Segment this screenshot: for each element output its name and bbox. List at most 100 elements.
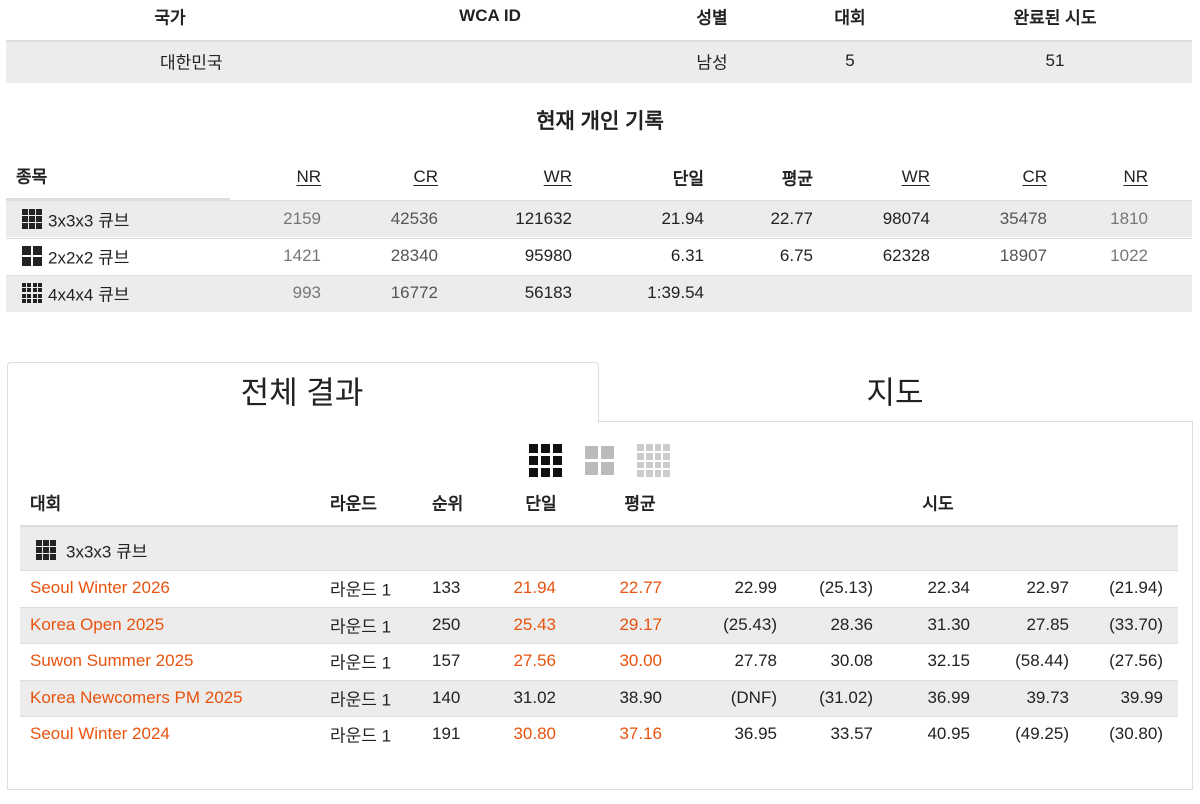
result-solve: (49.25) bbox=[1015, 724, 1069, 744]
icon-cell bbox=[36, 540, 42, 546]
record-cell: 993 bbox=[292, 283, 321, 302]
record-cell: 121632 bbox=[515, 209, 572, 228]
icon-cell bbox=[36, 554, 42, 560]
icon-cell bbox=[43, 547, 49, 553]
results-header: 단일 bbox=[525, 494, 557, 514]
tab-active bbox=[7, 362, 599, 423]
event-icon bbox=[22, 246, 42, 266]
result-solve: (25.13) bbox=[819, 578, 873, 597]
icon-cell bbox=[663, 444, 670, 451]
icon-cell bbox=[33, 257, 42, 266]
result-solve: 36.95 bbox=[734, 724, 777, 744]
record-cell: 18907 bbox=[999, 246, 1047, 265]
tab[interactable]: 지도 bbox=[866, 375, 924, 411]
result-solve: (25.43) bbox=[723, 614, 777, 634]
icon-cell bbox=[38, 283, 42, 287]
record-cell: 1810 bbox=[1110, 209, 1148, 228]
result-solve: 30.08 bbox=[830, 651, 873, 671]
records-header: NR bbox=[1123, 167, 1148, 186]
competition-link[interactable]: Suwon Summer 2025 bbox=[30, 651, 194, 671]
record-cell: 42536 bbox=[390, 209, 438, 228]
record-cell: 95980 bbox=[524, 246, 572, 265]
icon-cell bbox=[645, 444, 653, 451]
profile-header: 대회 bbox=[834, 8, 866, 28]
record-cell: 35478 bbox=[999, 209, 1047, 228]
icon-cell bbox=[27, 299, 32, 303]
icon-cell bbox=[22, 283, 26, 287]
icon-cell bbox=[50, 547, 56, 553]
record-cell: 98074 bbox=[882, 209, 930, 228]
result-single: 21.94 bbox=[513, 578, 556, 597]
profile-gender: 남성 bbox=[696, 53, 728, 73]
result-row-bg bbox=[20, 679, 1178, 718]
result-rank: 191 bbox=[432, 724, 461, 744]
result-solve: (DNF) bbox=[730, 687, 777, 707]
icon-cell bbox=[654, 444, 662, 451]
competition-link[interactable]: Korea Newcomers PM 2025 bbox=[30, 687, 243, 707]
icon-cell bbox=[38, 299, 42, 303]
record-cell: 1421 bbox=[283, 246, 321, 265]
record-cell: 1022 bbox=[1110, 246, 1148, 265]
icon-cell bbox=[50, 554, 56, 560]
competition-link[interactable]: Seoul Winter 2026 bbox=[30, 578, 170, 597]
event-icon[interactable] bbox=[585, 446, 614, 475]
icon-cell bbox=[654, 461, 662, 469]
profile-solves: 51 bbox=[1045, 51, 1065, 70]
result-solve: 27.85 bbox=[1026, 614, 1069, 634]
icon-cell bbox=[32, 288, 37, 293]
icon-cell bbox=[541, 468, 550, 477]
profile-row-bg bbox=[6, 40, 1192, 83]
result-rank: 133 bbox=[432, 578, 461, 597]
record-event: 2x2x2 큐브 bbox=[48, 248, 130, 268]
result-average: 29.17 bbox=[619, 614, 662, 634]
icon-cell bbox=[36, 547, 42, 553]
icon-cell bbox=[541, 444, 550, 453]
result-solve: 40.95 bbox=[927, 724, 970, 744]
result-solve: 39.73 bbox=[1026, 687, 1069, 707]
icon-cell bbox=[27, 283, 32, 287]
icon-cell bbox=[29, 209, 35, 215]
event-icon[interactable] bbox=[637, 444, 670, 477]
icon-cell bbox=[29, 216, 35, 222]
icon-cell bbox=[645, 452, 653, 460]
icon-cell bbox=[43, 554, 49, 560]
result-solve: (27.56) bbox=[1109, 651, 1163, 671]
results-header: 순위 bbox=[432, 494, 464, 514]
result-solve: (58.44) bbox=[1015, 651, 1069, 671]
result-round: 라운드 1 bbox=[330, 580, 392, 600]
event-icon bbox=[36, 540, 56, 560]
icon-cell bbox=[50, 540, 56, 546]
result-average: 37.16 bbox=[619, 724, 662, 744]
record-event: 4x4x4 큐브 bbox=[48, 285, 130, 305]
results-group-bg bbox=[20, 525, 1178, 572]
tab-line bbox=[598, 421, 1192, 422]
result-rank: 157 bbox=[432, 651, 461, 671]
result-solve: (33.70) bbox=[1109, 614, 1163, 634]
competition-link[interactable]: Seoul Winter 2024 bbox=[30, 724, 170, 744]
result-average: 30.00 bbox=[619, 651, 662, 671]
icon-cell bbox=[22, 257, 31, 266]
records-title: 현재 개인 기록 bbox=[536, 110, 664, 133]
icon-cell bbox=[645, 461, 653, 469]
record-cell: 2159 bbox=[283, 209, 321, 228]
result-round: 라운드 1 bbox=[330, 653, 392, 673]
icon-cell bbox=[654, 470, 662, 477]
icon-cell bbox=[22, 246, 31, 255]
icon-cell bbox=[22, 293, 26, 298]
icon-cell bbox=[33, 246, 42, 255]
profile-header: 국가 bbox=[154, 8, 186, 28]
record-row-bg bbox=[6, 200, 1192, 237]
icon-cell bbox=[645, 470, 653, 477]
result-solve: 27.78 bbox=[734, 651, 777, 671]
event-icon[interactable] bbox=[529, 444, 562, 477]
icon-cell bbox=[601, 462, 614, 475]
records-header: 종목 bbox=[16, 167, 48, 187]
records-header: CR bbox=[1022, 167, 1047, 186]
tab[interactable]: 전체 결과 bbox=[240, 375, 364, 411]
results-header: 라운드 bbox=[330, 494, 377, 514]
icon-cell bbox=[637, 461, 644, 469]
competition-link[interactable]: Korea Open 2025 bbox=[30, 614, 165, 634]
result-solve: 36.99 bbox=[927, 687, 970, 707]
event-icon bbox=[22, 209, 42, 229]
